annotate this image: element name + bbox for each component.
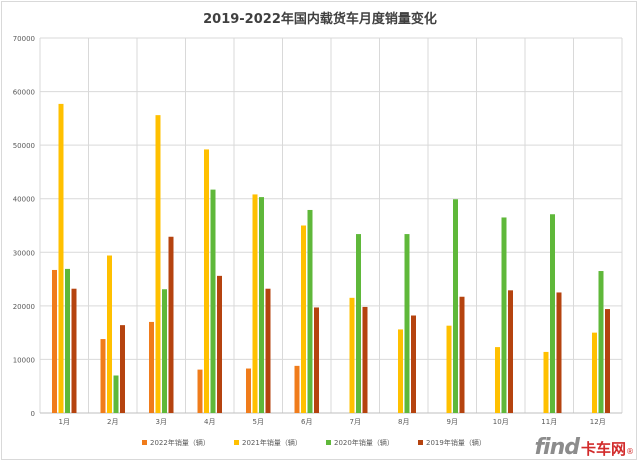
legend-swatch xyxy=(326,440,331,445)
legend-label: 2022年销量（辆） xyxy=(150,438,210,447)
chart-title: 2019-2022年国内载货车月度销量变化 xyxy=(203,12,437,27)
legend-swatch xyxy=(418,440,423,445)
bar xyxy=(71,288,77,413)
bar xyxy=(459,296,465,413)
bar xyxy=(113,375,119,413)
bar xyxy=(550,214,555,413)
bar xyxy=(592,332,597,413)
bar xyxy=(501,217,507,413)
bar xyxy=(453,199,458,413)
bar xyxy=(149,321,154,413)
x-tick-label: 8月 xyxy=(398,418,409,426)
bar xyxy=(100,339,106,413)
bar xyxy=(162,289,167,413)
bar xyxy=(398,329,403,413)
legend-label: 2021年销量（辆） xyxy=(242,438,302,447)
legend-swatch xyxy=(142,440,147,445)
bar xyxy=(252,194,258,413)
y-tick-label: 0 xyxy=(31,410,35,418)
y-tick-label: 60000 xyxy=(13,89,35,97)
bar xyxy=(307,209,313,413)
bar xyxy=(349,297,355,413)
bar xyxy=(246,368,251,413)
bar xyxy=(155,115,161,414)
legend-swatch xyxy=(234,440,239,445)
bar xyxy=(265,288,271,413)
bar xyxy=(65,268,70,413)
x-tick-label: 5月 xyxy=(253,418,264,426)
bar xyxy=(58,103,64,414)
bar xyxy=(197,369,203,413)
legend: 2022年销量（辆） 2021年销量（辆） 2020年销量（辆） 2019年销量（辆） xyxy=(142,438,486,447)
bar xyxy=(168,236,174,413)
bar xyxy=(605,309,610,413)
x-tick-label: 2月 xyxy=(107,418,118,426)
x-tick-label: 9月 xyxy=(447,418,458,426)
findtruck-logo: find 卡车网 ® xyxy=(534,435,634,460)
bar xyxy=(217,275,222,413)
legend-label: 2019年销量（辆） xyxy=(426,438,486,447)
logo-registered: ® xyxy=(626,447,634,456)
y-tick-label: 50000 xyxy=(13,142,35,150)
bar xyxy=(362,306,368,413)
x-tick-label: 7月 xyxy=(350,418,361,426)
y-tick-label: 30000 xyxy=(13,249,35,257)
logo-latin: find xyxy=(534,435,580,460)
bar xyxy=(294,365,300,413)
x-tick-label: 1月 xyxy=(59,418,70,426)
grid-lines xyxy=(39,37,623,414)
bar xyxy=(259,197,264,413)
bar xyxy=(495,347,500,413)
bar xyxy=(356,234,361,413)
x-tick-label: 11月 xyxy=(541,418,557,426)
bar xyxy=(204,149,209,413)
y-tick-label: 70000 xyxy=(13,35,35,43)
y-axis-ticks: 0 10000 20000 30000 40000 50000 60000 70000 xyxy=(13,35,35,418)
x-tick-label: 4月 xyxy=(204,418,215,426)
bar xyxy=(508,290,513,413)
logo-cn: 卡车网 xyxy=(580,440,626,458)
y-tick-label: 40000 xyxy=(13,196,35,204)
bar xyxy=(411,315,416,413)
x-tick-label: 3月 xyxy=(156,418,167,426)
bar xyxy=(543,351,549,413)
bars xyxy=(52,103,610,414)
bar xyxy=(556,292,562,413)
bar xyxy=(446,325,452,413)
x-tick-label: 10月 xyxy=(493,418,509,426)
bar xyxy=(314,307,319,413)
bar xyxy=(598,271,604,413)
y-tick-label: 10000 xyxy=(13,356,35,364)
x-axis-ticks: 1月 2月 3月 4月 5月 6月 7月 8月 9月 10月 11月 12月 xyxy=(59,418,606,426)
legend-label: 2020年销量（辆） xyxy=(334,438,394,447)
x-tick-label: 6月 xyxy=(301,418,312,426)
bar xyxy=(210,189,216,413)
bar xyxy=(301,225,306,413)
y-tick-label: 20000 xyxy=(13,303,35,311)
x-tick-label: 12月 xyxy=(590,418,606,426)
bar xyxy=(120,325,125,413)
bar xyxy=(404,234,410,413)
bar xyxy=(107,255,112,413)
bar xyxy=(52,269,57,413)
